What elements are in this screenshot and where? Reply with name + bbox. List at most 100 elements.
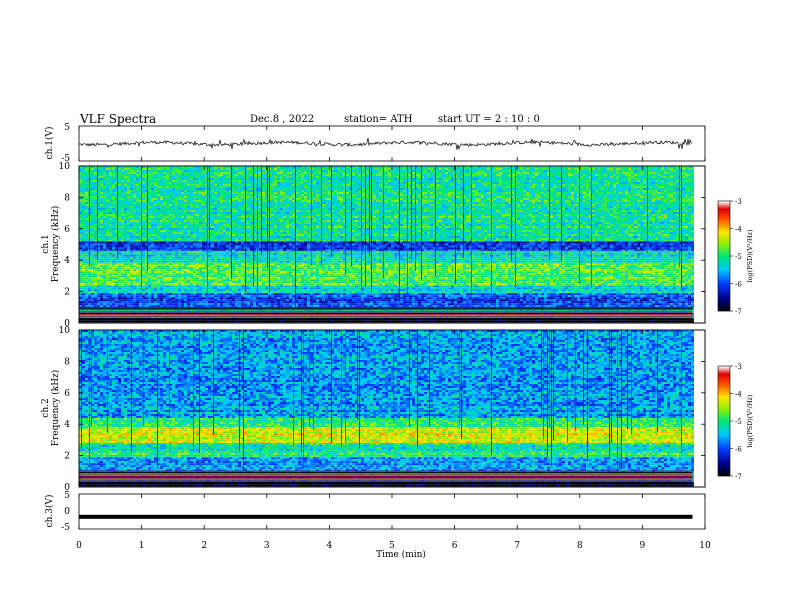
ch1-spectrogram-cell — [667, 265, 670, 267]
ch1-spectrogram-cell — [103, 285, 106, 287]
ch1-spectrogram-cell — [127, 293, 130, 295]
ch1-spectrogram-cell — [223, 301, 226, 303]
ch1-spectrogram-cell — [184, 265, 187, 267]
ch1-spectrogram-cell — [472, 299, 475, 301]
ch1-spectrogram-cell — [430, 289, 433, 291]
ch1-spectrogram-cell — [145, 285, 148, 287]
ch1-spectrogram-cell — [451, 297, 454, 299]
ch1-spectrogram-cell — [133, 320, 136, 322]
ch1-spectrogram-cell — [316, 289, 319, 291]
ch1-spectrogram-cell — [520, 291, 523, 293]
ch1-spectrogram-cell — [538, 293, 541, 295]
ch1-spectrogram-cell — [373, 285, 376, 287]
ch1-spectrogram-cell — [496, 295, 499, 297]
ch1-spectrogram-cell — [358, 301, 361, 303]
ch1-spectrogram-cell — [184, 267, 187, 269]
ch1-spectrogram-cell — [658, 297, 661, 299]
ch1-spectrogram-cell — [79, 267, 82, 269]
ch1-spectrogram-cell — [214, 295, 217, 297]
ch1-spectrogram-cell — [283, 263, 286, 265]
ch1-spectrogram-cell — [610, 265, 613, 267]
ch1-spectrogram-cell — [685, 295, 688, 297]
ch1-spectrogram-cell — [463, 320, 466, 322]
ch1-spectrogram-cell — [463, 303, 466, 305]
ch1-spectrogram-cell — [340, 287, 343, 289]
ch1-spectrogram-cell — [388, 285, 391, 287]
ch1-spectrogram-cell — [574, 285, 577, 287]
ch1-spectrogram-cell — [160, 265, 163, 267]
ch1-spectrogram-cell — [418, 303, 421, 305]
ch1-spectrogram-cell — [640, 285, 643, 287]
ch1-spectrogram-cell — [160, 291, 163, 293]
ch1-spectrogram-cell — [439, 265, 442, 267]
ch1-spectrogram-cell — [340, 320, 343, 322]
ch1-spectrogram-cell — [673, 303, 676, 305]
ch1-spectrogram-cell — [256, 320, 259, 322]
ch1-spectrogram-cell — [319, 301, 322, 303]
ch1-spectrogram-cell — [685, 301, 688, 303]
ch1-spectrogram-cell — [142, 301, 145, 303]
ch1-spectrogram-cell — [208, 303, 211, 305]
ch1-spectrogram-cell — [661, 285, 664, 287]
ch1-spectrogram-cell — [547, 289, 550, 291]
ch1-spectrogram-cell — [121, 287, 124, 289]
ch1-spectrogram-cell — [325, 297, 328, 299]
ch1-spectrogram-cell — [589, 293, 592, 295]
ch1-spectrogram-cell — [640, 289, 643, 291]
ch1-spectrogram-cell — [460, 301, 463, 303]
ch1-spectrogram-cell — [91, 291, 94, 293]
ch1-spectrogram-cell — [349, 295, 352, 297]
ch1-spectrogram-cell — [475, 263, 478, 265]
ch1-spectrogram-cell — [682, 299, 685, 301]
ch1-spectrogram-cell — [343, 291, 346, 293]
ch1-spectrogram-cell — [208, 289, 211, 291]
ch1-spectrogram-cell — [526, 289, 529, 291]
ch1-spectrogram-cell — [466, 263, 469, 265]
ch1-spectrogram-cell — [280, 267, 283, 269]
ch1-spectrogram-cell — [568, 301, 571, 303]
ch1-spectrogram-cell — [274, 297, 277, 299]
ch1-spectrogram-cell — [409, 287, 412, 289]
ch1-spectrogram-cell — [247, 289, 250, 291]
ch1-spectrogram-cell — [658, 301, 661, 303]
ch1-spectrogram-cell — [217, 291, 220, 293]
ch1-spectrogram-cell — [196, 285, 199, 287]
ch1-spectrogram-cell — [685, 285, 688, 287]
ch1-spectrogram-cell — [481, 293, 484, 295]
ch1-spectrogram-cell — [604, 303, 607, 305]
ch1-spectrogram-cell — [427, 303, 430, 305]
ch1-spectrogram-cell — [595, 287, 598, 289]
ch1-spectrogram-cell — [544, 295, 547, 297]
ch1-spectrogram-cell — [121, 293, 124, 295]
ch1-spectrogram-cell — [493, 293, 496, 295]
ch1-spectrogram-cell — [250, 301, 253, 303]
ch1-spectrogram-cell — [301, 299, 304, 301]
ch1-spectrogram-cell — [568, 297, 571, 299]
ch1-spectrogram-cell — [268, 320, 271, 322]
ch1-spectrogram-cell — [241, 287, 244, 289]
ch1-spectrogram-cell — [247, 265, 250, 267]
ch1-spectrogram-cell — [85, 320, 88, 322]
ch1-spectrogram-cell — [553, 301, 556, 303]
ch1-spectrogram-cell — [466, 295, 469, 297]
ch1-spectrogram-cell — [238, 297, 241, 299]
ch1-spectrogram-cell — [415, 293, 418, 295]
ch1-spectrogram-cell — [361, 303, 364, 305]
ch1-spectrogram-cell — [559, 285, 562, 287]
ch1-spectrogram-cell — [163, 299, 166, 301]
ch1-spectrogram-cell — [574, 320, 577, 322]
ch1-spectrogram-cell — [616, 299, 619, 301]
ch1-spectrogram-cell — [379, 263, 382, 265]
ch1-spectrogram-cell — [409, 320, 412, 322]
ch1-spectrogram-cell — [226, 287, 229, 289]
ch1-spectrogram-cell — [151, 303, 154, 305]
ch1-spectrogram-cell — [337, 291, 340, 293]
ch1-spectrogram-cell — [277, 299, 280, 301]
ch1-spectrogram-cell — [541, 293, 544, 295]
ch1-spectrogram-cell — [610, 297, 613, 299]
ch1-spectrogram-cell — [85, 265, 88, 267]
ch1-spectrogram-cell — [304, 297, 307, 299]
ch1-spectrogram-cell — [322, 265, 325, 267]
ch1-spectrogram-cell — [385, 263, 388, 265]
ch1-spectrogram-cell — [535, 285, 538, 287]
